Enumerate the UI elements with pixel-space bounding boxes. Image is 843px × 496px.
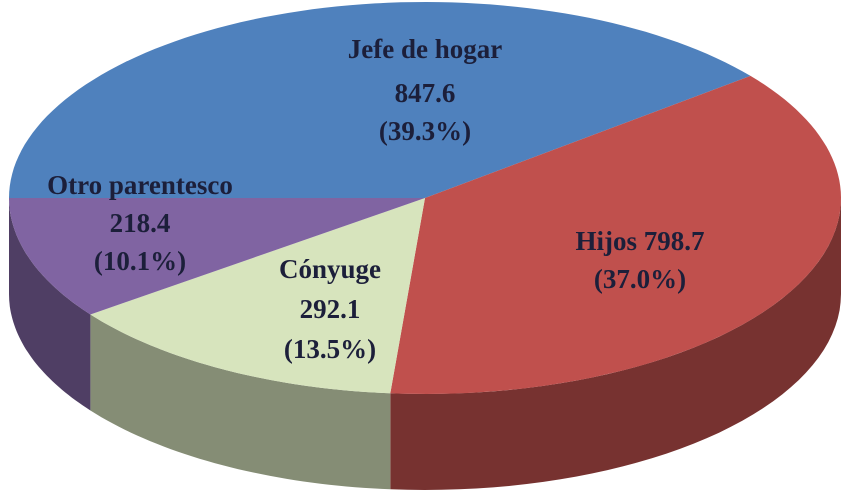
- category-label: Otro parentesco: [47, 170, 233, 200]
- pie-slice: [9, 2, 751, 198]
- data-label: Hijos 798.7: [575, 226, 704, 256]
- category-label: Jefe de hogar: [348, 34, 502, 64]
- pie-labels: Jefe de hogar 847.6 (39.3%) Hijos 798.7 (37.…: [47, 34, 704, 364]
- pie-slice: [390, 75, 841, 395]
- percent-label: (39.3%): [379, 116, 471, 146]
- pie-tops: [9, 2, 841, 395]
- category-label: Hijos: [575, 226, 637, 256]
- pie-slice: [90, 198, 426, 394]
- percent-label: (10.1%): [94, 246, 186, 276]
- pie-side: [9, 198, 91, 411]
- pie-side: [390, 198, 841, 490]
- pie-side: [90, 314, 391, 490]
- category-label: Cónyuge: [279, 254, 381, 284]
- value-label: 847.6: [395, 78, 456, 108]
- percent-label: (37.0%): [594, 264, 686, 294]
- value-label: 218.4: [110, 208, 171, 238]
- value-label: 798.7: [644, 226, 705, 256]
- value-label: 292.1: [300, 294, 361, 324]
- pie-sides: [9, 198, 841, 490]
- percent-label: (13.5%): [284, 334, 376, 364]
- pie-slice: [9, 198, 425, 315]
